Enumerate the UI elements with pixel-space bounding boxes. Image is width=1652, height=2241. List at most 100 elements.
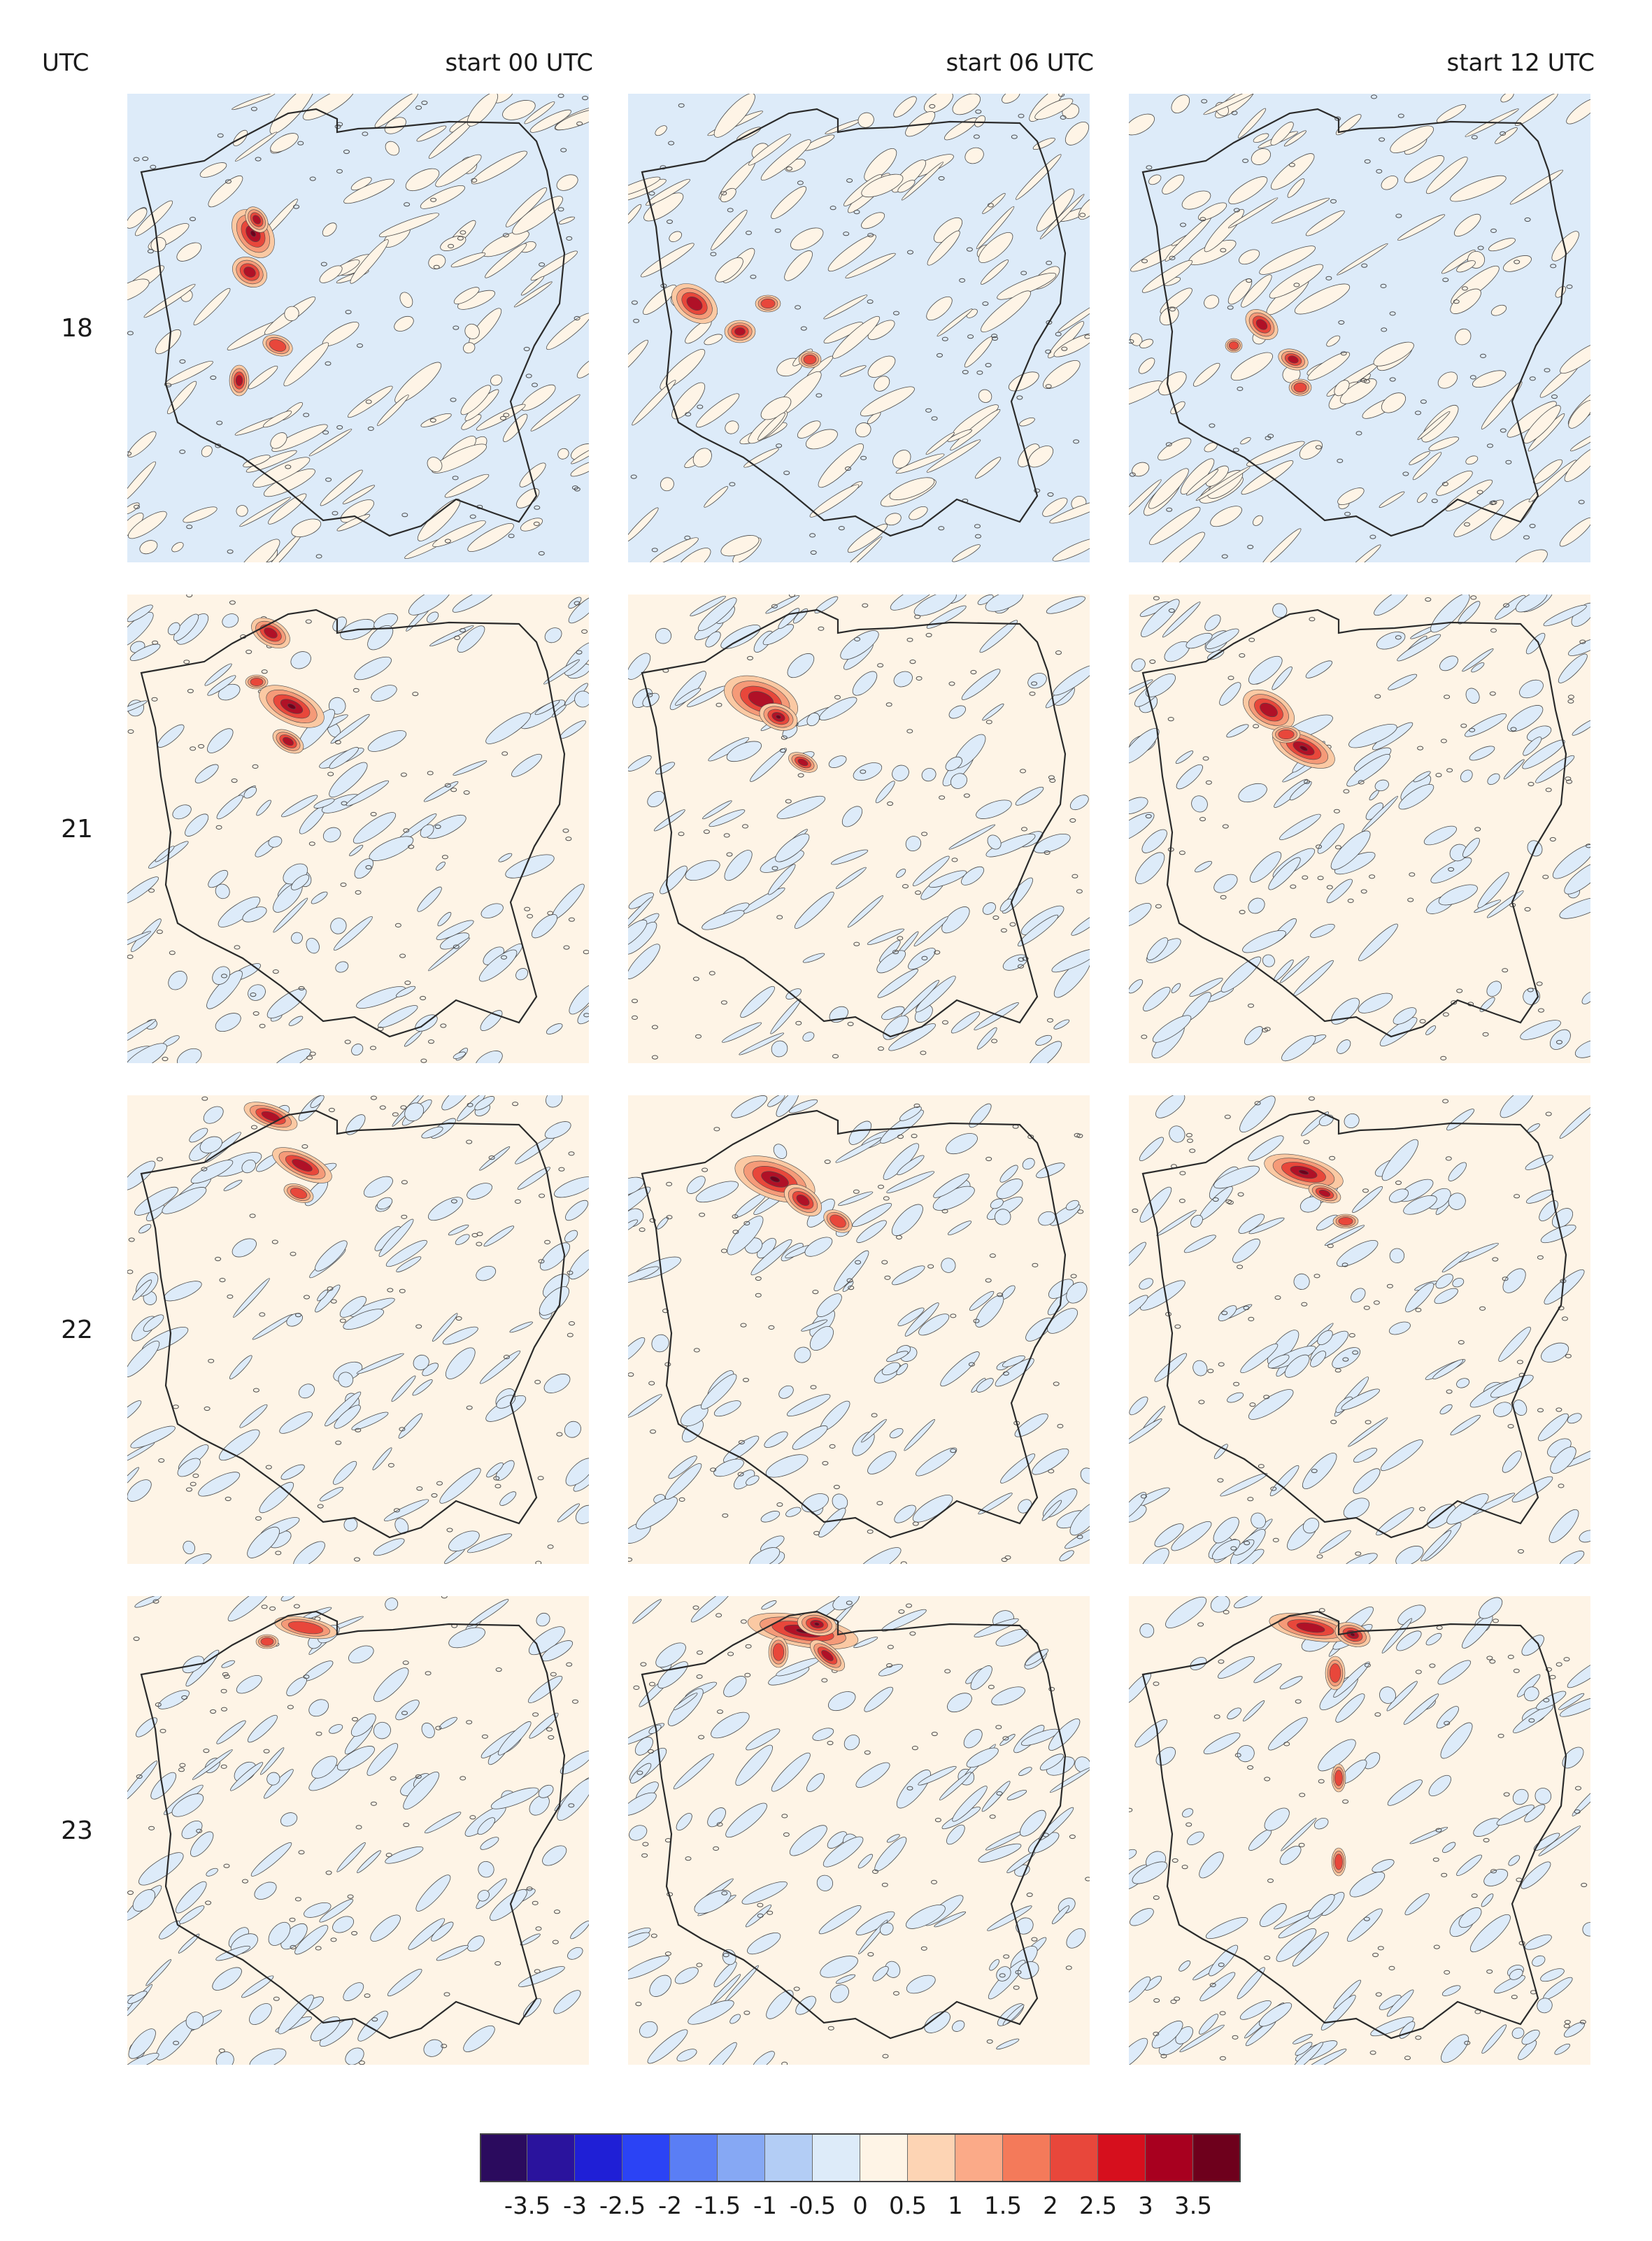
anomaly-contour (1129, 1418, 1162, 1445)
small-contour-loop (1364, 159, 1371, 164)
anomaly-contour (471, 150, 527, 185)
small-contour-loop (1566, 779, 1573, 784)
small-contour-loop (950, 1314, 957, 1318)
small-contour-loop (127, 451, 132, 456)
anomaly-contour (1532, 1955, 1546, 1967)
anomaly-contour (1537, 1998, 1553, 2014)
colorbar-swatch (480, 2133, 527, 2182)
anomaly-contour (1481, 381, 1523, 429)
anomaly-contour (1186, 469, 1219, 496)
small-contour-loop (335, 1440, 342, 1445)
small-contour-loop (986, 2039, 993, 2044)
small-contour-loop (1264, 1956, 1271, 1961)
small-contour-loop (1232, 2035, 1239, 2040)
anomaly-contour (1302, 1518, 1320, 1534)
anomaly-contour (1139, 1623, 1155, 1638)
anomaly-contour (319, 1486, 344, 1502)
anomaly-contour (946, 1824, 965, 1845)
small-contour-loop (1069, 818, 1076, 823)
anomaly-contour (948, 705, 966, 719)
colorbar-frame (480, 2133, 1241, 2182)
anomaly-contour (192, 1749, 233, 1780)
small-contour-loop (535, 1560, 542, 1564)
small-contour-loop (833, 1484, 840, 1490)
anomaly-contour (1333, 1979, 1362, 2009)
anomaly-contour (1199, 1851, 1224, 1879)
anomaly-contour (1065, 1200, 1079, 1211)
small-contour-loop (1337, 458, 1344, 464)
colorbar-swatch (1051, 2133, 1098, 2182)
small-contour-loop (1060, 115, 1067, 120)
anomaly-contour (982, 703, 1004, 721)
anomaly-contour (1460, 769, 1473, 783)
small-contour-loop (1155, 904, 1162, 909)
anomaly-contour (842, 1281, 854, 1293)
small-contour-loop (1174, 1324, 1181, 1329)
small-contour-loop (985, 1278, 992, 1283)
anomaly-contour (771, 186, 807, 219)
small-contour-loop (975, 109, 982, 114)
small-contour-loop (715, 1613, 722, 1618)
anomaly-contour (173, 613, 199, 641)
colorbar-tick-label: -0.5 (789, 2192, 836, 2220)
anomaly-contour (310, 1095, 325, 1108)
small-contour-loop (1523, 535, 1530, 540)
small-contour-loop (1342, 1799, 1349, 1804)
anomaly-contour (1310, 923, 1335, 938)
small-contour-loop (717, 1709, 723, 1714)
small-contour-loop (443, 1992, 450, 1997)
small-contour-loop (1048, 1469, 1055, 1474)
small-contour-loop (1536, 981, 1543, 986)
anomaly-contour (702, 910, 745, 930)
anomaly-contour (1500, 1095, 1535, 1118)
small-contour-loop (330, 1937, 337, 1942)
small-contour-loop (1524, 217, 1531, 222)
anomaly-contour (266, 1772, 280, 1786)
small-contour-loop (181, 1695, 188, 1700)
small-contour-loop (913, 1103, 920, 1108)
anomaly-contour (439, 1716, 457, 1730)
anomaly-contour (643, 284, 677, 315)
small-contour-loop (421, 100, 428, 106)
small-contour-loop (906, 1786, 913, 1791)
small-contour-loop (156, 1157, 163, 1162)
anomaly-contour (1405, 1282, 1434, 1313)
small-contour-loop (365, 865, 372, 870)
anomaly-contour (1538, 1413, 1569, 1442)
small-contour-loop (1185, 1822, 1192, 1827)
small-contour-loop (776, 1502, 783, 1507)
anomaly-contour (565, 1200, 589, 1221)
small-contour-loop (1528, 1718, 1535, 1723)
small-contour-loop (476, 1242, 483, 1246)
high-anomaly-blob (1278, 730, 1295, 740)
anomaly-contour (1452, 1277, 1465, 1288)
small-contour-loop (992, 336, 998, 341)
small-contour-loop (566, 1662, 573, 1667)
anomaly-contour (1533, 1833, 1560, 1851)
small-contour-loop (569, 1321, 575, 1326)
small-contour-loop (493, 1476, 500, 1481)
small-contour-loop (678, 832, 685, 837)
anomaly-contour (457, 1095, 486, 1122)
anomaly-contour (695, 1181, 739, 1203)
anomaly-contour (184, 1553, 212, 1564)
small-contour-loop (502, 233, 509, 238)
anomaly-contour (1430, 857, 1472, 883)
anomaly-contour (1241, 274, 1272, 308)
anomaly-contour (628, 1186, 651, 1219)
anomaly-contour (350, 239, 389, 284)
small-contour-loop (853, 210, 860, 215)
small-contour-loop (632, 999, 638, 1004)
small-contour-loop (560, 148, 567, 152)
small-contour-loop (911, 1134, 918, 1139)
anomaly-contour (177, 1458, 201, 1477)
anomaly-contour (827, 234, 876, 272)
anomaly-contour (901, 162, 944, 201)
small-contour-loop (1334, 116, 1341, 121)
small-contour-loop (1032, 1262, 1039, 1267)
anomaly-contour (1564, 446, 1590, 482)
small-contour-loop (1507, 1654, 1514, 1660)
anomaly-contour (895, 869, 906, 878)
anomaly-contour (127, 278, 150, 303)
anomaly-contour (185, 813, 209, 837)
